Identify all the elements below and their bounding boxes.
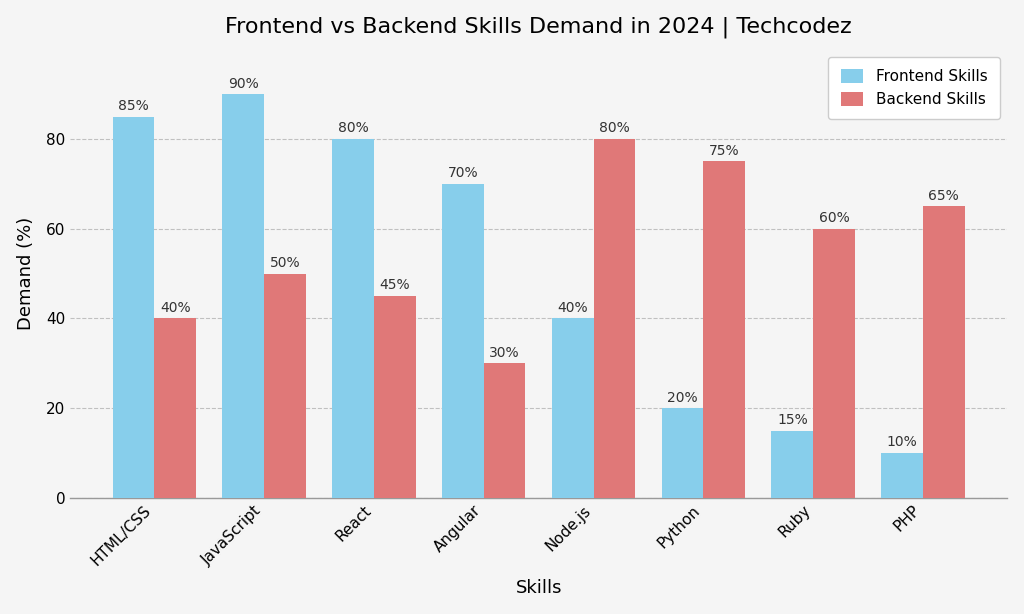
- Bar: [552, 319, 594, 498]
- Bar: [155, 319, 196, 498]
- Bar: [332, 139, 374, 498]
- Bar: [222, 94, 264, 498]
- Text: 80%: 80%: [599, 122, 630, 136]
- Text: 85%: 85%: [118, 99, 148, 113]
- Bar: [703, 161, 745, 498]
- Bar: [662, 408, 703, 498]
- Text: 65%: 65%: [929, 188, 959, 203]
- Text: 20%: 20%: [668, 391, 697, 405]
- Bar: [442, 184, 483, 498]
- Text: 40%: 40%: [557, 301, 588, 315]
- Bar: [374, 296, 416, 498]
- Text: 10%: 10%: [887, 435, 918, 449]
- Legend: Frontend Skills, Backend Skills: Frontend Skills, Backend Skills: [828, 57, 999, 119]
- Text: 90%: 90%: [228, 77, 259, 91]
- Text: 45%: 45%: [380, 278, 411, 292]
- X-axis label: Skills: Skills: [515, 580, 562, 597]
- Text: 80%: 80%: [338, 122, 369, 136]
- Bar: [594, 139, 635, 498]
- Bar: [813, 228, 855, 498]
- Bar: [113, 117, 155, 498]
- Bar: [264, 274, 306, 498]
- Text: 70%: 70%: [447, 166, 478, 181]
- Bar: [923, 206, 965, 498]
- Text: 15%: 15%: [777, 413, 808, 427]
- Title: Frontend vs Backend Skills Demand in 2024 | Techcodez: Frontend vs Backend Skills Demand in 202…: [225, 17, 852, 38]
- Text: 40%: 40%: [160, 301, 190, 315]
- Text: 60%: 60%: [818, 211, 850, 225]
- Bar: [483, 363, 525, 498]
- Y-axis label: Demand (%): Demand (%): [16, 217, 35, 330]
- Text: 30%: 30%: [489, 346, 520, 360]
- Bar: [882, 453, 923, 498]
- Bar: [771, 430, 813, 498]
- Text: 75%: 75%: [709, 144, 739, 158]
- Text: 50%: 50%: [269, 256, 300, 270]
